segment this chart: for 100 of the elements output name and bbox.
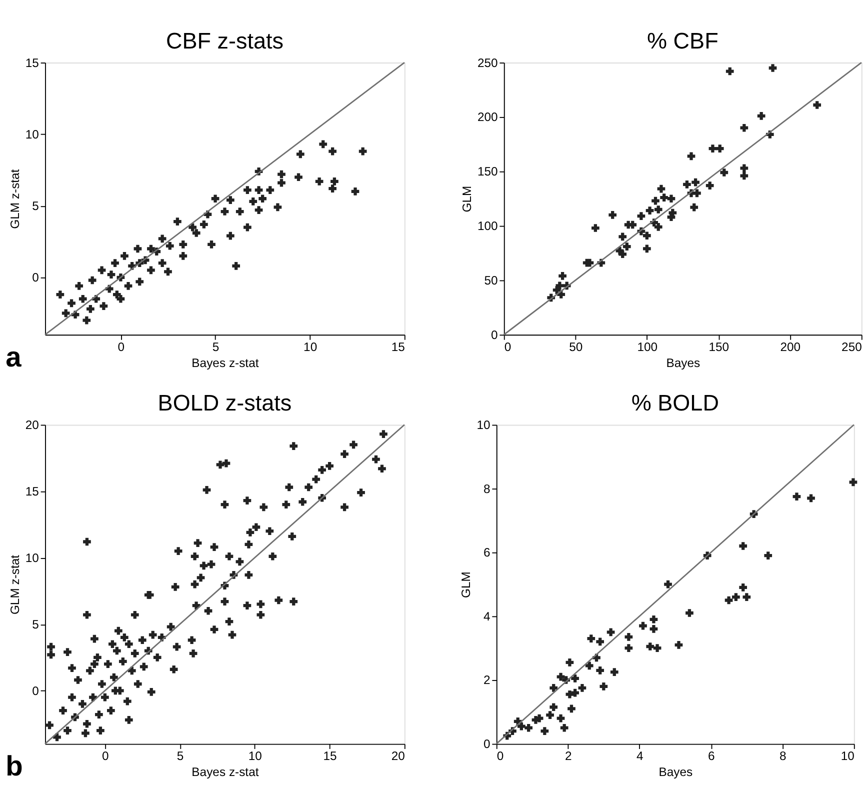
point: [768, 64, 777, 72]
point: [550, 684, 558, 692]
x-tick-label: 10: [840, 749, 855, 764]
point: [807, 494, 815, 502]
point: [592, 224, 600, 232]
point: [642, 232, 651, 240]
point: [587, 634, 596, 642]
point: [546, 711, 554, 720]
point: [849, 478, 858, 486]
y-tick-label: 2: [484, 673, 491, 688]
x-tick-label: 15: [323, 749, 338, 764]
point: [600, 682, 608, 690]
point: [742, 593, 751, 601]
point: [720, 168, 728, 176]
point: [610, 668, 618, 676]
x-tick-label: 15: [391, 340, 406, 354]
x-axis-title: Bayes: [658, 765, 693, 780]
text: a: [6, 342, 22, 373]
x-tick-label: 250: [842, 340, 862, 354]
x-tick-label: 0: [118, 340, 125, 354]
point: [757, 112, 766, 120]
point: [624, 633, 633, 641]
y-tick-label: 4: [484, 609, 491, 624]
point: [667, 194, 676, 203]
x-tick-label: 10: [248, 749, 262, 764]
point: [660, 194, 668, 202]
point: [726, 67, 734, 76]
x-tick-label: 200: [780, 340, 801, 354]
x-axis-title: Bayes z-stat: [192, 765, 260, 780]
point: [556, 672, 565, 681]
chart-title: CBF z-stats: [166, 28, 284, 54]
x-tick-label: 0: [504, 340, 512, 354]
point: [558, 272, 566, 280]
point: [585, 662, 594, 670]
point: [524, 724, 533, 732]
x-tick-label: 5: [176, 749, 184, 764]
point: [652, 196, 660, 205]
point: [674, 640, 683, 649]
point: [692, 178, 700, 186]
point: [639, 622, 647, 630]
x-tick-label: 10: [304, 340, 318, 354]
y-tick-label: 100: [477, 219, 498, 234]
point: [550, 703, 558, 712]
point: [650, 615, 658, 624]
point: [654, 206, 662, 214]
x-tick-label: 5: [212, 340, 220, 354]
point: [566, 658, 574, 666]
point: [540, 727, 549, 735]
point: [571, 674, 579, 682]
y-tick-label: 15: [25, 484, 40, 498]
point: [637, 212, 646, 220]
point: [813, 101, 822, 109]
y-tick-label: 5: [32, 199, 40, 213]
point: [740, 164, 748, 172]
point: [740, 124, 748, 132]
chart-title: BOLD z-stats: [158, 390, 292, 416]
x-tick-label: 0: [102, 749, 110, 764]
y-axis-title: GLM: [460, 186, 474, 212]
point: [578, 684, 586, 692]
point: [556, 714, 565, 722]
point: [764, 552, 772, 560]
y-tick-label: 20: [25, 418, 40, 432]
point: [618, 250, 627, 258]
y-tick-label: 0: [32, 684, 40, 698]
x-axis-title: Bayes z-stat: [192, 356, 260, 370]
point: [618, 232, 627, 241]
y-tick-label: 150: [477, 164, 498, 179]
point: [650, 625, 658, 633]
point: [724, 596, 733, 604]
point: [667, 213, 676, 222]
x-tick-label: 20: [391, 749, 406, 764]
y-tick-label: 0: [484, 737, 491, 752]
point: [693, 189, 701, 198]
x-tick-label: 150: [708, 340, 730, 354]
x-tick-label: 8: [780, 749, 786, 764]
point: [596, 666, 604, 674]
point: [664, 580, 672, 588]
point: [686, 609, 694, 617]
x-tick-label: 100: [637, 340, 658, 354]
point: [654, 222, 662, 231]
y-tick-label: 50: [484, 273, 498, 288]
point: [622, 242, 631, 250]
y-tick-label: 6: [484, 546, 491, 560]
y-tick-label: 5: [32, 617, 40, 632]
point: [732, 593, 740, 601]
point: [683, 180, 691, 188]
point: [596, 638, 604, 646]
x-tick-label: 50: [569, 340, 583, 354]
point: [646, 642, 654, 650]
point: [706, 182, 714, 190]
y-tick-label: 0: [32, 270, 40, 285]
point: [653, 644, 662, 652]
point: [571, 688, 579, 697]
y-axis-title: GLM: [459, 572, 474, 598]
y-tick-label: 10: [476, 418, 491, 432]
point: [624, 644, 633, 652]
point: [739, 584, 748, 592]
y-tick-label: 250: [477, 56, 498, 70]
y-tick-label: 10: [25, 127, 40, 142]
point: [708, 144, 717, 152]
